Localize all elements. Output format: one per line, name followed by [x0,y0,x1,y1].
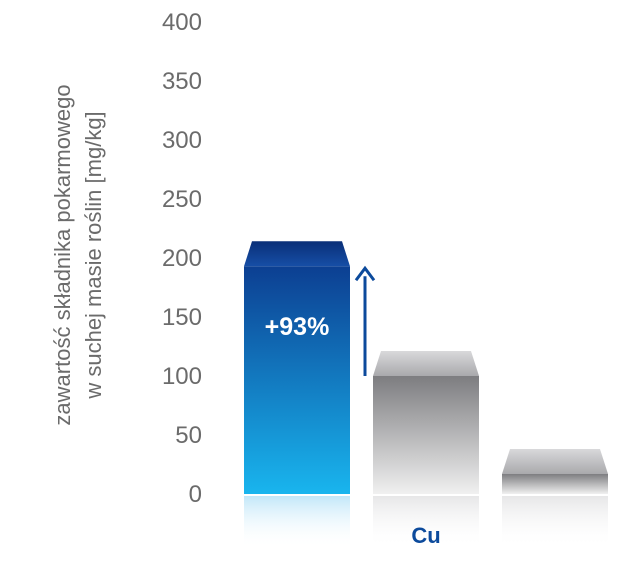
bar-reflection [244,496,350,548]
y-tick-label: 50 [175,422,202,449]
y-tick-label: 0 [189,481,202,508]
y-tick-label: 100 [162,363,202,390]
y-tick-label: 150 [162,304,202,331]
bar-top-cap [373,351,479,376]
y-tick-label: 350 [162,68,202,95]
bar [502,473,608,494]
bar-reflection [502,496,608,548]
y-tick-label: 250 [162,186,202,213]
y-axis-title-line2: w suchej masie roślin [mg/kg] [81,111,106,399]
y-axis-title-line1: zawartość składnika pokarmowego [50,84,75,425]
bar-top-cap [244,241,350,267]
bar [373,376,479,494]
bar-highlighted [244,266,350,494]
category-label: Cu [411,523,440,548]
y-tick-label: 200 [162,245,202,272]
increase-arrow-head [354,265,376,282]
bar-reflection [373,496,479,548]
y-tick-label: 300 [162,127,202,154]
bar-top-cap [502,448,608,474]
y-tick-label: 400 [162,9,202,36]
increase-annotation: +93% [265,313,330,341]
